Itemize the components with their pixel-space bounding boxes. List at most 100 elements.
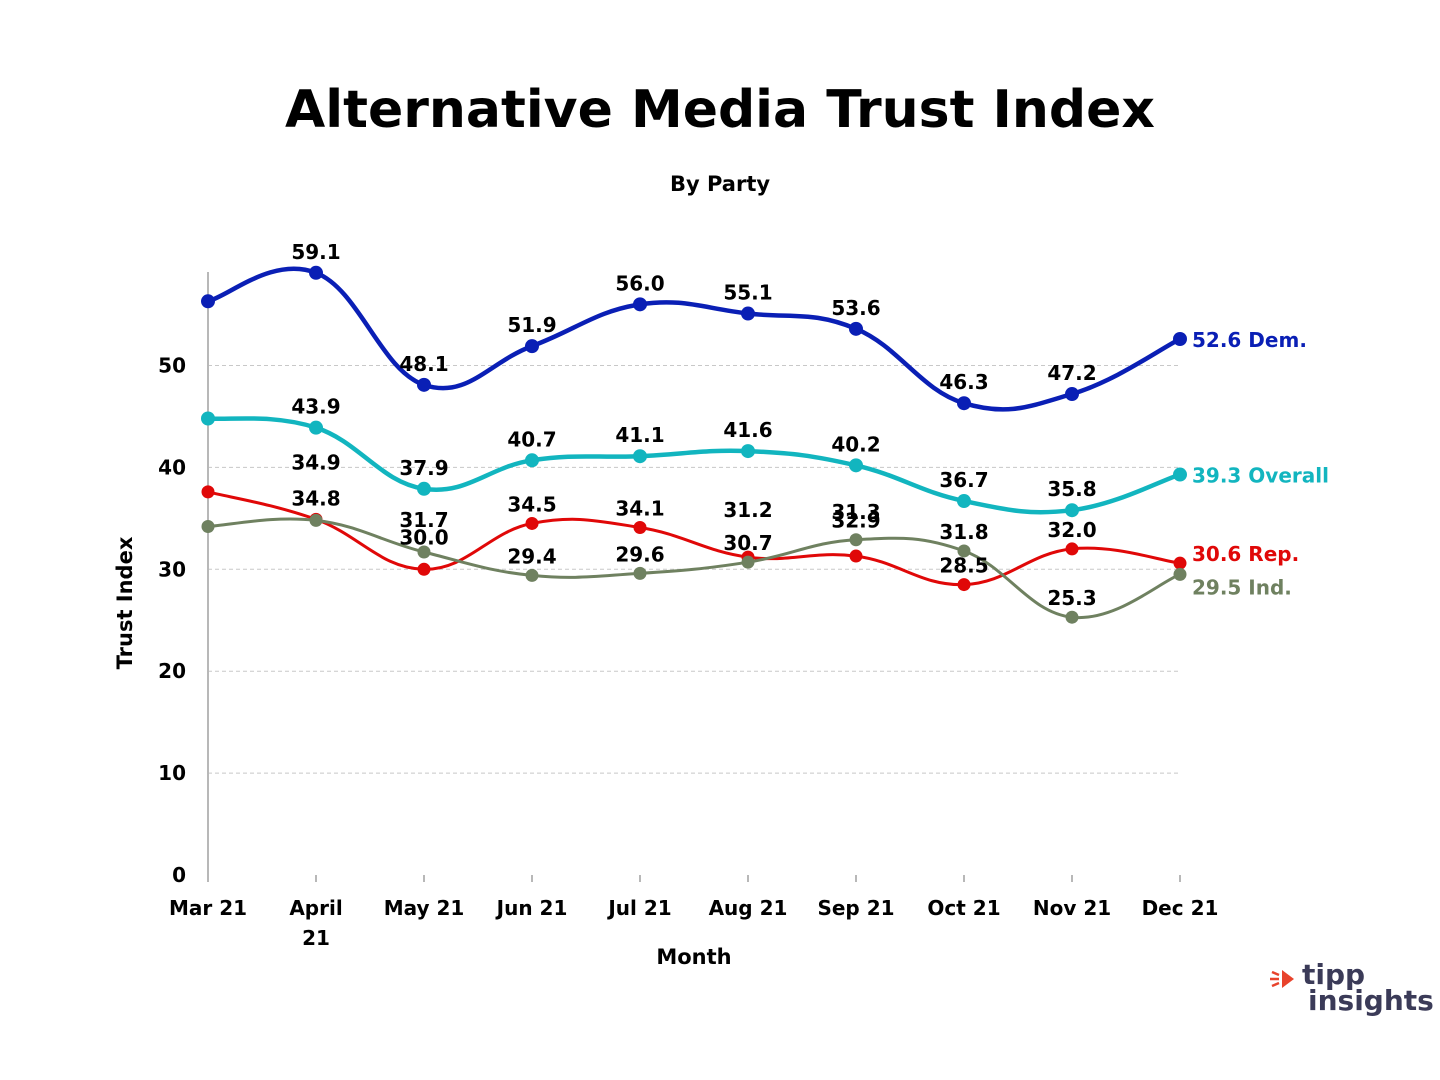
- data-point: [525, 339, 539, 354]
- y-tick-label: 20: [158, 659, 186, 683]
- logo-text-insights: insights: [1308, 984, 1434, 1017]
- y-axis-title: Trust Index: [113, 536, 137, 669]
- y-tick-label: 10: [158, 761, 186, 785]
- data-label: 48.1: [399, 352, 448, 376]
- data-point: [1065, 610, 1079, 624]
- x-tick-label: Jun 21: [495, 896, 568, 920]
- x-tick-label: Nov 21: [1033, 896, 1111, 920]
- data-label: 40.2: [831, 432, 880, 456]
- data-point: [417, 377, 431, 392]
- x-tick-label: Sep 21: [817, 896, 894, 920]
- series-end-label: 52.6 Dem.: [1192, 328, 1307, 352]
- data-point: [201, 520, 215, 534]
- data-label: 47.2: [1047, 361, 1096, 385]
- data-label: 41.1: [615, 423, 664, 447]
- data-point: [741, 555, 755, 569]
- chart-title: Alternative Media Trust Index: [285, 80, 1155, 140]
- data-label: 56.0: [615, 271, 664, 295]
- x-tick-label: Jul 21: [606, 896, 671, 920]
- y-tick-label: 50: [158, 354, 186, 378]
- series-end-label: 29.5 Ind.: [1192, 575, 1292, 599]
- data-label: 37.9: [399, 456, 448, 480]
- data-label: 41.6: [723, 418, 772, 442]
- data-point: [1173, 332, 1187, 347]
- logo-text-tipp: tipp: [1302, 958, 1366, 991]
- data-point: [525, 453, 539, 468]
- x-tick-label: Aug 21: [709, 896, 788, 920]
- data-label: 34.5: [507, 492, 556, 516]
- data-label: 31.2: [723, 498, 772, 522]
- data-point: [849, 321, 863, 336]
- x-axis-ticks: Mar 21 April 21 May 21 Jun 21 Jul 21 Aug 21 Sep…: [169, 875, 1218, 950]
- data-point: [957, 578, 971, 592]
- x-tick-label: April: [289, 896, 342, 920]
- logo-mark-icon: [1270, 970, 1294, 988]
- data-point: [525, 568, 539, 582]
- data-label: 28.5: [939, 554, 988, 578]
- y-tick-label: 0: [172, 863, 186, 887]
- data-point: [633, 566, 647, 580]
- data-label: 46.3: [939, 370, 988, 394]
- y-tick-label: 40: [158, 455, 186, 479]
- data-point: [417, 545, 431, 559]
- data-point: [1173, 556, 1187, 570]
- data-point: [201, 294, 215, 309]
- data-label: 51.9: [507, 313, 556, 337]
- tipp-insights-logo: tipp insights: [1268, 958, 1434, 1020]
- series-line-dem: [207, 266, 1182, 412]
- series-end-label: 39.3 Overall: [1192, 464, 1329, 488]
- data-point: [741, 444, 755, 459]
- data-point: [525, 516, 539, 530]
- x-axis-title: Month: [656, 945, 731, 969]
- data-label: 32.9: [831, 509, 880, 533]
- data-point: [849, 533, 863, 547]
- series-lines: [201, 265, 1187, 624]
- data-point: [741, 306, 755, 321]
- data-point: [957, 494, 971, 509]
- series-line-rep: [207, 490, 1181, 587]
- data-point: [633, 521, 647, 535]
- data-label: 36.7: [939, 468, 988, 492]
- data-label: 34.9: [291, 450, 340, 474]
- data-label: 31.3: [831, 500, 880, 524]
- data-label: 59.1: [291, 240, 340, 264]
- data-point: [1065, 503, 1079, 518]
- y-axis-ticks: 0 10 20 30 40 50: [158, 354, 186, 888]
- data-point: [1173, 567, 1187, 581]
- data-label: 30.0: [399, 525, 448, 549]
- data-point: [849, 549, 863, 563]
- x-tick-label: May 21: [384, 896, 465, 920]
- data-label: 32.0: [1047, 518, 1096, 542]
- x-tick-label: Mar 21: [169, 896, 247, 920]
- data-label: 31.8: [939, 520, 988, 544]
- data-label: 55.1: [723, 281, 772, 305]
- x-tick-label: 21: [302, 926, 330, 950]
- data-label: 40.7: [507, 427, 556, 451]
- series-line-ind: [207, 517, 1181, 620]
- data-point: [633, 297, 647, 312]
- data-label: 29.4: [507, 544, 556, 568]
- data-point: [309, 265, 323, 280]
- data-point: [201, 485, 215, 499]
- data-point: [957, 544, 971, 558]
- data-label: 35.8: [1047, 477, 1096, 501]
- data-label: 43.9: [291, 395, 340, 419]
- data-label: 34.1: [615, 497, 664, 521]
- data-point: [1065, 542, 1079, 556]
- data-point: [417, 562, 431, 576]
- data-point: [201, 411, 215, 426]
- data-point: [1173, 467, 1187, 482]
- data-label: 29.6: [615, 542, 664, 566]
- y-tick-label: 30: [158, 557, 186, 581]
- data-point: [957, 396, 971, 411]
- data-labels: 59.1 48.1 51.9 56.0 55.1 53.6 46.3 47.2 52.6 Dem…: [291, 240, 1329, 610]
- series-line-overall: [207, 416, 1181, 515]
- data-label: 30.7: [723, 531, 772, 555]
- data-label: 34.8: [291, 486, 340, 510]
- x-tick-label: Oct 21: [927, 896, 1000, 920]
- series-end-label: 30.6 Rep.: [1192, 542, 1299, 566]
- data-label: 53.6: [831, 296, 880, 320]
- chart-subtitle: By Party: [669, 172, 771, 196]
- data-point: [633, 449, 647, 464]
